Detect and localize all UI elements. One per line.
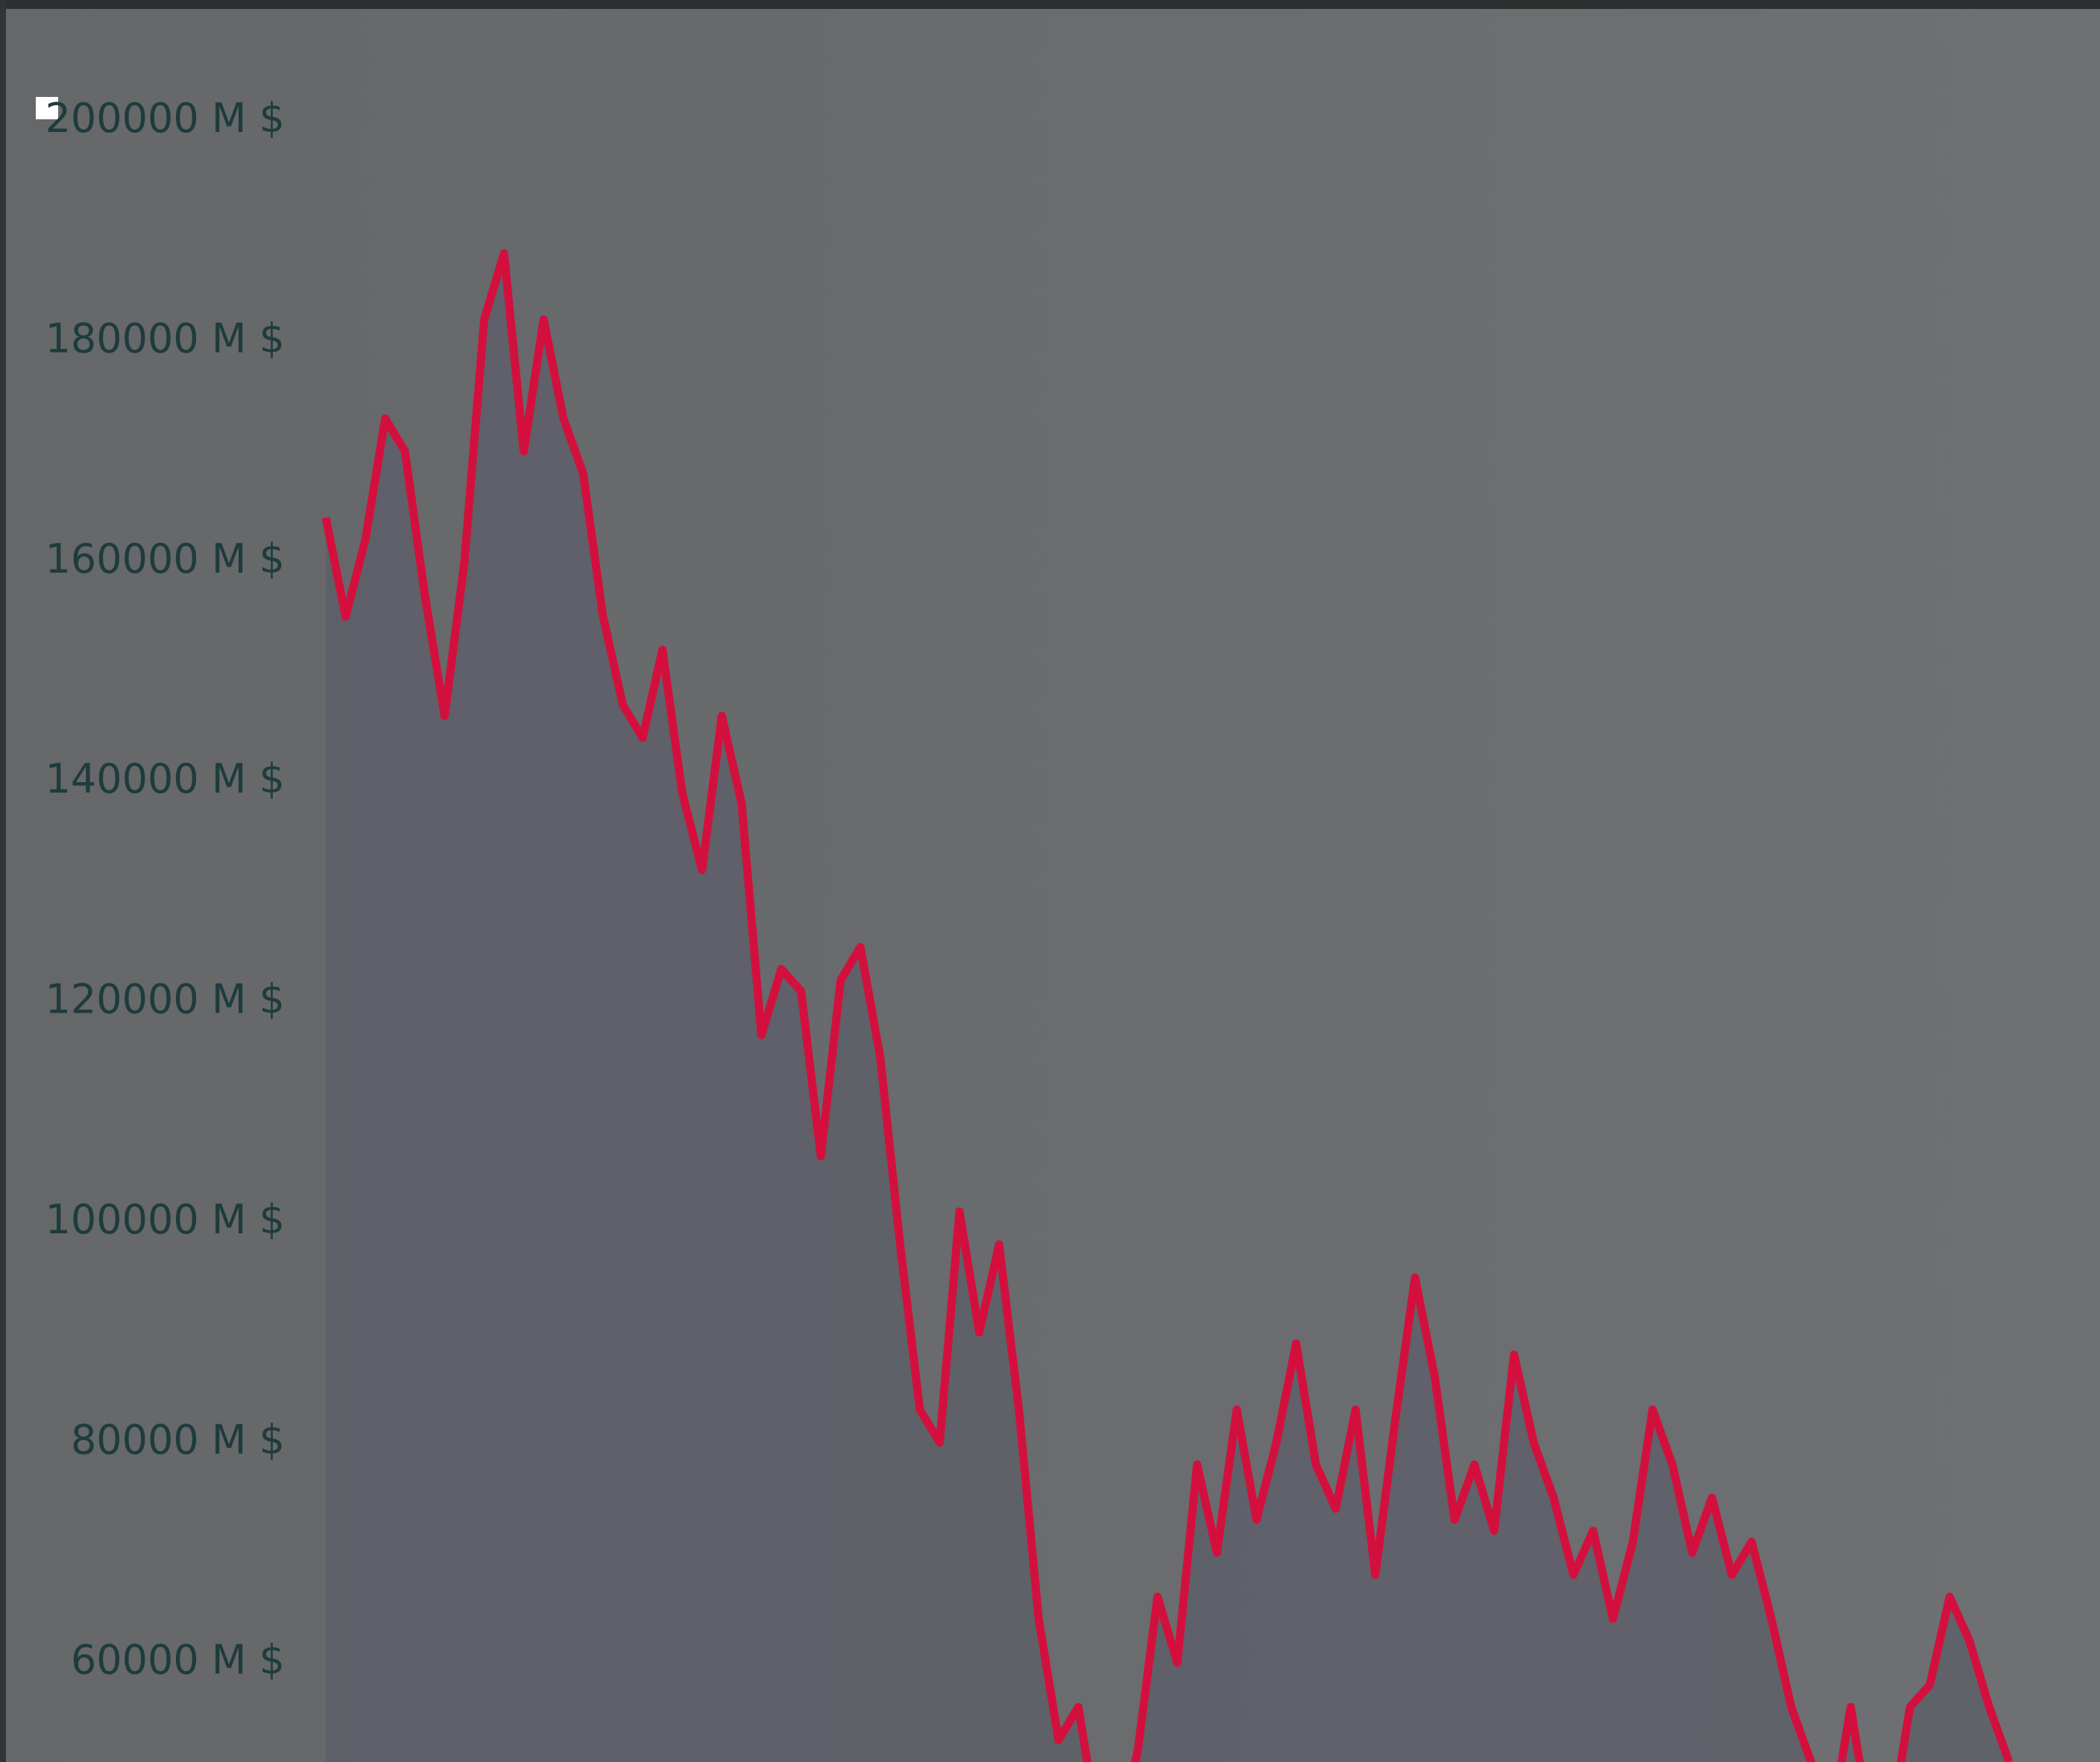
price-line	[321, 249, 2014, 1762]
y-tick-label: 80000 M $	[71, 1416, 285, 1463]
y-tick-label: 140000 M $	[45, 755, 285, 802]
y-tick-label: 100000 M $	[45, 1196, 285, 1243]
marker-square	[36, 97, 58, 119]
y-tick-label: 200000 M $	[45, 95, 285, 142]
screen-bezel-left	[0, 0, 6, 1762]
y-tick-label: 120000 M $	[45, 976, 285, 1023]
y-tick-label: 180000 M $	[45, 315, 285, 362]
y-tick-label: 60000 M $	[71, 1637, 285, 1684]
area-fill	[326, 253, 2009, 1762]
y-tick-label: 160000 M $	[45, 535, 285, 582]
screen-bezel	[0, 0, 2100, 9]
